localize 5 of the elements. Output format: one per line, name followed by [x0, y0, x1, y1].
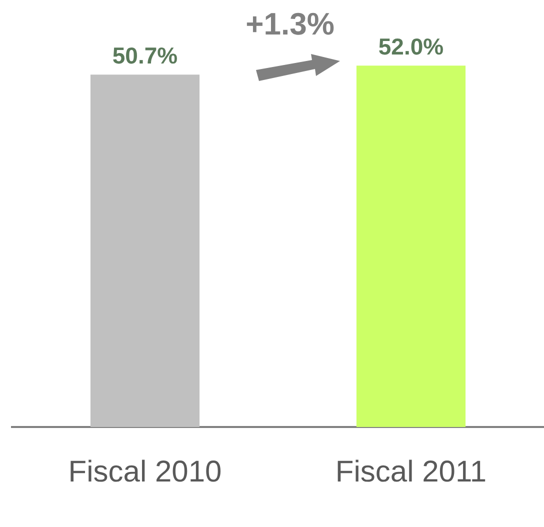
data-label: 50.7%: [112, 42, 178, 68]
text: +1.3%: [246, 6, 334, 42]
data-label: 52.0%: [378, 33, 444, 60]
x-tick-label: Fiscal 2011: [335, 455, 487, 488]
x-tick-label: Fiscal 2010: [68, 455, 222, 488]
